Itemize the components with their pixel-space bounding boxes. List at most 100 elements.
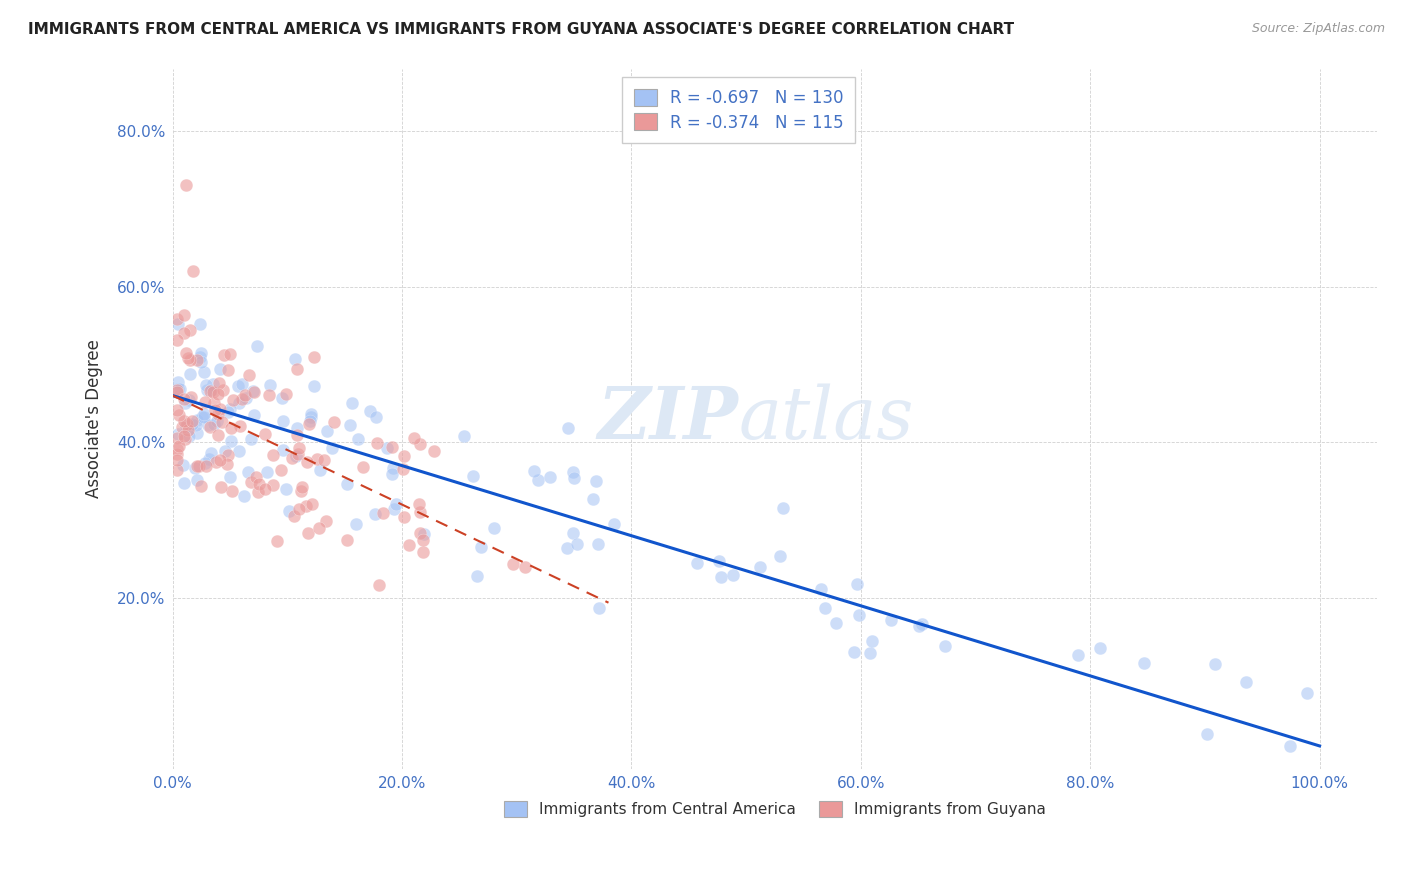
Point — [172, 419, 194, 434]
Point — [381, 441, 404, 455]
Point — [166, 403, 188, 417]
Point — [202, 395, 225, 409]
Point — [562, 465, 585, 479]
Point — [166, 447, 188, 461]
Point — [465, 569, 488, 583]
Point — [588, 600, 610, 615]
Point — [198, 420, 221, 434]
Point — [180, 390, 202, 404]
Point — [538, 470, 561, 484]
Point — [284, 352, 307, 367]
Point — [1132, 656, 1154, 670]
Point — [562, 471, 585, 485]
Point — [200, 446, 222, 460]
Point — [723, 568, 745, 582]
Point — [340, 395, 363, 409]
Point — [295, 500, 318, 514]
Point — [219, 347, 242, 361]
Point — [385, 497, 408, 511]
Point — [167, 408, 190, 422]
Point — [173, 429, 195, 443]
Point — [710, 570, 733, 584]
Point — [208, 361, 231, 376]
Point — [557, 421, 579, 435]
Point — [1067, 648, 1090, 663]
Point — [278, 503, 301, 517]
Point — [309, 463, 332, 477]
Point — [177, 392, 200, 407]
Point — [186, 353, 208, 368]
Text: atlas: atlas — [738, 384, 914, 454]
Point — [174, 419, 197, 434]
Point — [228, 443, 250, 458]
Point — [409, 505, 432, 519]
Point — [522, 464, 544, 478]
Point — [842, 645, 865, 659]
Text: ZIP: ZIP — [598, 384, 738, 454]
Point — [527, 473, 550, 487]
Point — [190, 479, 212, 493]
Point — [298, 414, 321, 428]
Point — [195, 458, 218, 473]
Point — [201, 384, 224, 399]
Point — [228, 396, 250, 410]
Point — [412, 545, 434, 559]
Point — [271, 442, 294, 457]
Point — [413, 527, 436, 541]
Point — [166, 333, 188, 347]
Point — [166, 311, 188, 326]
Point — [233, 387, 256, 401]
Point — [226, 378, 249, 392]
Point — [934, 640, 956, 654]
Point — [207, 428, 229, 442]
Point — [1295, 686, 1317, 700]
Point — [359, 403, 381, 417]
Point — [188, 318, 211, 332]
Point — [316, 424, 339, 438]
Point — [707, 554, 730, 568]
Point — [364, 507, 387, 521]
Point — [186, 418, 208, 433]
Point — [586, 537, 609, 551]
Point — [193, 394, 215, 409]
Point — [484, 521, 506, 535]
Point — [285, 362, 308, 376]
Point — [1088, 641, 1111, 656]
Point — [173, 326, 195, 340]
Point — [176, 178, 198, 193]
Point — [845, 577, 868, 591]
Point — [299, 407, 322, 421]
Point — [285, 421, 308, 435]
Point — [257, 388, 280, 402]
Point — [172, 458, 194, 473]
Point — [179, 353, 201, 368]
Point — [221, 483, 243, 498]
Point — [769, 549, 792, 563]
Point — [565, 537, 588, 551]
Point — [253, 427, 276, 442]
Point — [422, 444, 444, 458]
Point — [409, 525, 432, 540]
Point — [336, 476, 359, 491]
Point — [302, 379, 325, 393]
Point — [205, 414, 228, 428]
Point — [238, 465, 260, 479]
Point — [291, 480, 314, 494]
Point — [339, 417, 361, 432]
Point — [188, 350, 211, 364]
Point — [173, 308, 195, 322]
Point — [858, 646, 880, 660]
Point — [218, 402, 240, 417]
Point — [207, 407, 229, 421]
Text: IMMIGRANTS FROM CENTRAL AMERICA VS IMMIGRANTS FROM GUYANA ASSOCIATE'S DEGREE COR: IMMIGRANTS FROM CENTRAL AMERICA VS IMMIG… — [28, 22, 1014, 37]
Point — [181, 417, 204, 431]
Point — [314, 452, 336, 467]
Point — [814, 600, 837, 615]
Point — [285, 427, 308, 442]
Point — [285, 449, 308, 463]
Point — [287, 447, 309, 461]
Point — [221, 393, 243, 408]
Point — [375, 441, 398, 455]
Point — [167, 383, 190, 397]
Point — [194, 456, 217, 470]
